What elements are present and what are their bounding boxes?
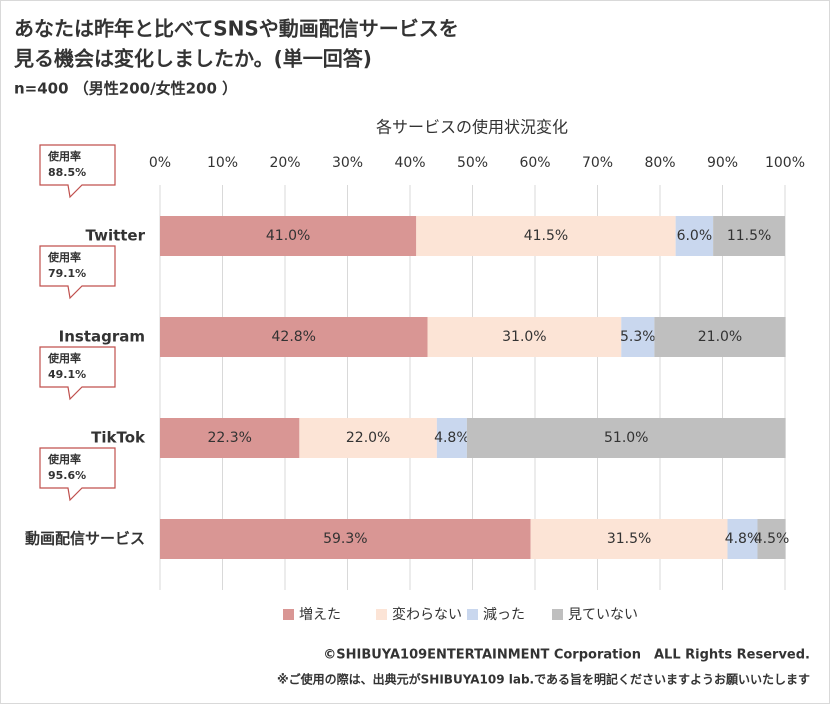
note: ※ご使用の際は、出典元がSHIBUYA109 lab.である旨を明記くださいます… — [277, 672, 810, 687]
bar-segment — [530, 519, 728, 559]
bar-segment — [757, 519, 786, 559]
x-tick-label: 10% — [207, 155, 238, 171]
bar-segment — [416, 216, 676, 256]
bar-segment — [713, 216, 785, 256]
bar-segment — [675, 216, 714, 256]
callout-label: 使用率 — [47, 351, 81, 365]
plot-title: 各サービスの使用状況変化 — [376, 118, 568, 137]
legend-label: 増えた — [299, 607, 341, 623]
chart-title: 見る機会は変化しましたか。(単一回答) — [14, 47, 372, 71]
x-tick-label: 30% — [332, 155, 363, 171]
bar-segment — [466, 418, 786, 458]
subtitle: n=400 （男性200/女性200 ） — [14, 80, 237, 98]
bar-segment — [160, 216, 417, 256]
legend-swatch — [467, 609, 478, 620]
x-tick-label: 50% — [457, 155, 488, 171]
callout-value: 79.1% — [48, 267, 86, 280]
x-tick-label: 100% — [765, 155, 805, 171]
bar-segment — [654, 317, 786, 357]
y-tick-label: Instagram — [59, 328, 145, 346]
value-label: 59.3% — [323, 531, 367, 547]
value-label: 22.3% — [207, 430, 251, 446]
value-label: 4.8% — [434, 430, 470, 446]
value-label: 41.5% — [524, 228, 568, 244]
bar-segment — [727, 519, 758, 559]
x-tick-label: 20% — [269, 155, 300, 171]
value-label: 4.5% — [754, 531, 790, 547]
value-label: 4.8% — [725, 531, 761, 547]
legend-swatch — [283, 609, 294, 620]
callout-label: 使用率 — [47, 250, 81, 264]
callout-label: 使用率 — [47, 149, 81, 163]
legend-swatch — [552, 609, 563, 620]
callout-value: 88.5% — [48, 166, 86, 179]
chart-title: あなたは昨年と比べてSNSや動画配信サービスを — [14, 17, 459, 41]
x-tick-label: 80% — [644, 155, 675, 171]
value-label: 11.5% — [727, 228, 771, 244]
callout-label: 使用率 — [47, 452, 81, 466]
x-tick-label: 40% — [394, 155, 425, 171]
y-tick-label: TikTok — [91, 429, 146, 447]
value-label: 31.0% — [502, 329, 546, 345]
y-tick-label: 動画配信サービス — [25, 530, 145, 548]
bar-segment — [299, 418, 437, 458]
value-label: 22.0% — [346, 430, 390, 446]
x-tick-label: 90% — [707, 155, 738, 171]
legend-swatch — [376, 609, 387, 620]
callout — [39, 245, 116, 300]
legend-label: 変わらない — [392, 606, 462, 623]
bar-segment — [160, 418, 300, 458]
legend-label: 見ていない — [568, 607, 638, 623]
value-label: 5.3% — [620, 329, 656, 345]
value-label: 42.8% — [272, 329, 316, 345]
x-tick-label: 60% — [519, 155, 550, 171]
bar-segment — [427, 317, 622, 357]
value-label: 31.5% — [607, 531, 651, 547]
x-tick-label: 0% — [149, 155, 171, 171]
value-label: 21.0% — [698, 329, 742, 345]
bar-segment — [160, 317, 428, 357]
x-tick-label: 70% — [582, 155, 613, 171]
callout — [39, 447, 116, 502]
value-label: 6.0% — [677, 228, 713, 244]
copyright: ©SHIBUYA109ENTERTAINMENT Corporation ALL… — [323, 648, 810, 663]
value-label: 51.0% — [604, 430, 648, 446]
bar-segment — [436, 418, 467, 458]
value-label: 41.0% — [266, 228, 310, 244]
callout — [39, 144, 116, 199]
y-tick-label: Twitter — [86, 227, 146, 245]
callout-value: 95.6% — [48, 469, 86, 482]
legend-label: 減った — [483, 606, 525, 623]
callout — [39, 346, 116, 401]
callout-value: 49.1% — [48, 368, 86, 381]
bar-segment — [160, 519, 531, 559]
bar-segment — [621, 317, 655, 357]
